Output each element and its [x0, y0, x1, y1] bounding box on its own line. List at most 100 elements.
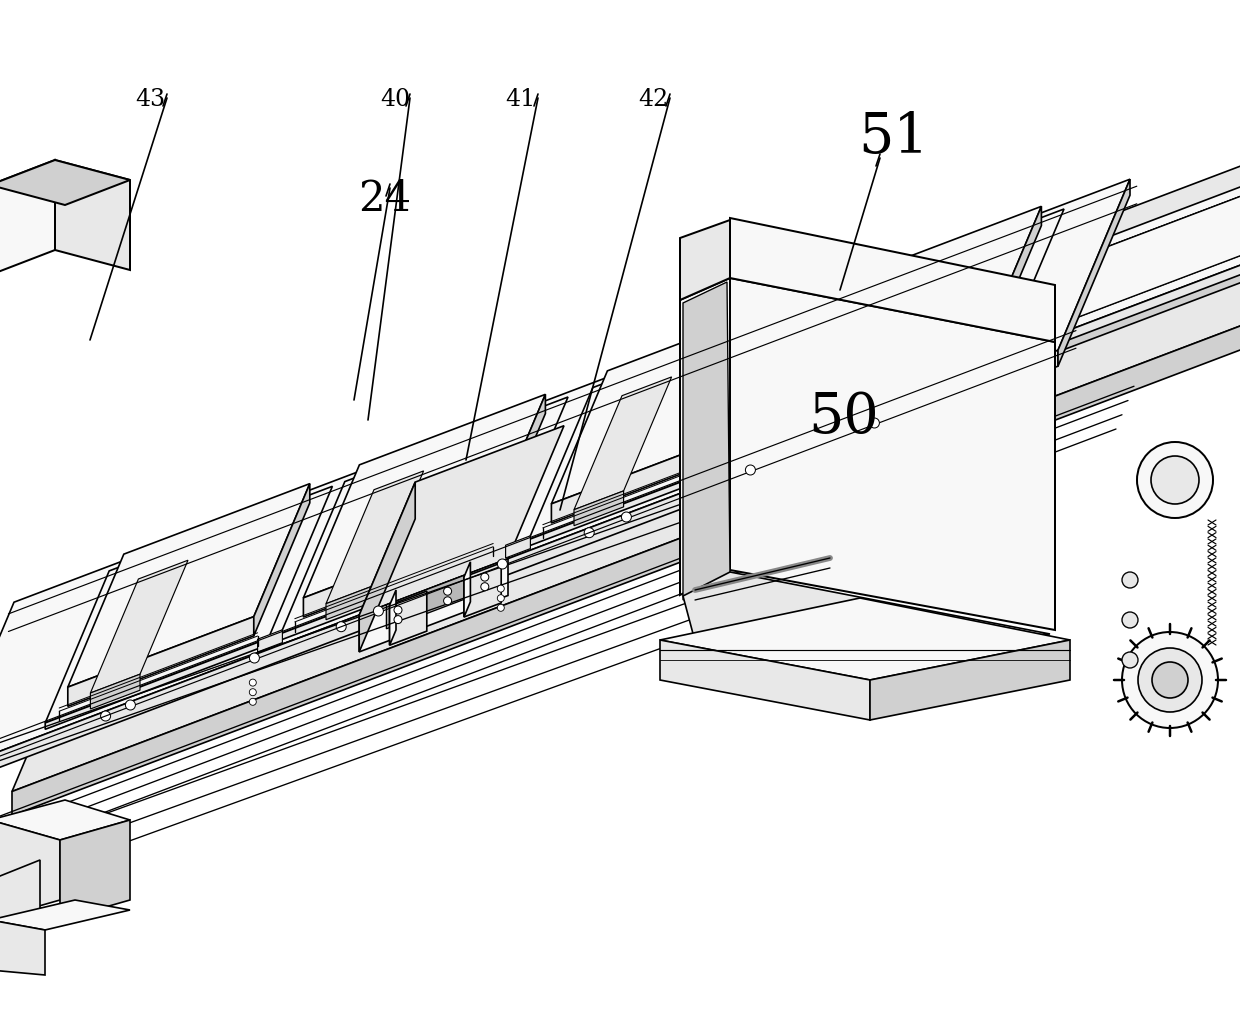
Circle shape	[1122, 652, 1138, 668]
Polygon shape	[464, 563, 501, 617]
Text: 24: 24	[358, 178, 412, 220]
Polygon shape	[0, 900, 130, 930]
Circle shape	[125, 700, 135, 710]
Circle shape	[832, 434, 842, 443]
Text: 51: 51	[858, 110, 929, 165]
Polygon shape	[574, 490, 624, 525]
Circle shape	[373, 606, 383, 616]
Polygon shape	[660, 598, 1070, 680]
Polygon shape	[258, 630, 283, 652]
Polygon shape	[800, 339, 986, 429]
Circle shape	[1151, 456, 1199, 504]
Polygon shape	[528, 303, 816, 540]
Polygon shape	[528, 455, 751, 546]
Polygon shape	[360, 559, 508, 652]
Polygon shape	[16, 142, 1240, 726]
Polygon shape	[68, 616, 254, 707]
Polygon shape	[0, 211, 1240, 784]
Circle shape	[394, 606, 402, 614]
Circle shape	[100, 711, 110, 721]
Polygon shape	[800, 207, 1042, 410]
Circle shape	[394, 615, 402, 624]
Circle shape	[584, 527, 594, 538]
Polygon shape	[660, 640, 870, 720]
Polygon shape	[680, 278, 730, 595]
Circle shape	[249, 679, 257, 686]
Polygon shape	[574, 377, 672, 510]
Polygon shape	[464, 562, 470, 617]
Polygon shape	[0, 920, 45, 975]
Circle shape	[621, 512, 631, 522]
Polygon shape	[12, 298, 1240, 815]
Polygon shape	[45, 486, 332, 723]
Polygon shape	[730, 218, 1055, 342]
Polygon shape	[326, 585, 376, 620]
Polygon shape	[360, 426, 564, 615]
Polygon shape	[730, 278, 1055, 630]
Polygon shape	[304, 394, 546, 598]
Polygon shape	[0, 350, 1058, 790]
Polygon shape	[45, 638, 268, 729]
Polygon shape	[280, 397, 568, 634]
Circle shape	[1137, 442, 1213, 518]
Polygon shape	[738, 300, 794, 453]
Circle shape	[745, 465, 755, 475]
Polygon shape	[0, 118, 1240, 693]
Polygon shape	[552, 300, 794, 504]
Polygon shape	[0, 800, 130, 840]
Circle shape	[481, 583, 489, 591]
Circle shape	[444, 597, 451, 605]
Polygon shape	[683, 572, 1050, 660]
Circle shape	[1138, 648, 1202, 712]
Circle shape	[444, 587, 451, 595]
Circle shape	[1122, 632, 1218, 728]
Circle shape	[249, 653, 259, 663]
Polygon shape	[16, 256, 1240, 746]
Circle shape	[249, 689, 257, 695]
Polygon shape	[822, 397, 872, 432]
Polygon shape	[683, 282, 730, 600]
Polygon shape	[326, 471, 424, 604]
Circle shape	[336, 622, 346, 632]
Circle shape	[1152, 662, 1188, 698]
Circle shape	[497, 559, 507, 569]
Polygon shape	[0, 179, 1130, 773]
Polygon shape	[986, 207, 1042, 358]
Polygon shape	[280, 549, 503, 640]
Circle shape	[869, 418, 879, 428]
Circle shape	[745, 492, 753, 498]
Circle shape	[745, 501, 753, 508]
Polygon shape	[822, 283, 920, 416]
Polygon shape	[254, 483, 310, 636]
Circle shape	[1122, 612, 1138, 628]
Polygon shape	[60, 820, 130, 920]
Text: 43: 43	[135, 88, 165, 111]
Polygon shape	[55, 160, 130, 270]
Text: 40: 40	[379, 88, 410, 111]
Polygon shape	[776, 209, 1064, 445]
Polygon shape	[360, 482, 415, 652]
Circle shape	[481, 573, 489, 581]
Circle shape	[497, 585, 505, 592]
Polygon shape	[304, 527, 490, 617]
Polygon shape	[552, 433, 738, 523]
Text: 42: 42	[639, 88, 668, 111]
Polygon shape	[12, 165, 1240, 792]
Polygon shape	[0, 129, 1240, 702]
Polygon shape	[389, 590, 396, 645]
Polygon shape	[387, 567, 486, 629]
Circle shape	[497, 604, 505, 611]
Circle shape	[745, 510, 753, 517]
Text: 41: 41	[505, 88, 536, 111]
Polygon shape	[506, 536, 531, 558]
Polygon shape	[389, 591, 427, 645]
Polygon shape	[490, 394, 546, 547]
Polygon shape	[680, 220, 730, 300]
Polygon shape	[0, 200, 1240, 775]
Polygon shape	[0, 129, 1240, 763]
Polygon shape	[776, 361, 999, 452]
Polygon shape	[0, 160, 130, 205]
Circle shape	[249, 698, 257, 706]
Circle shape	[1122, 572, 1138, 588]
Polygon shape	[0, 860, 40, 961]
